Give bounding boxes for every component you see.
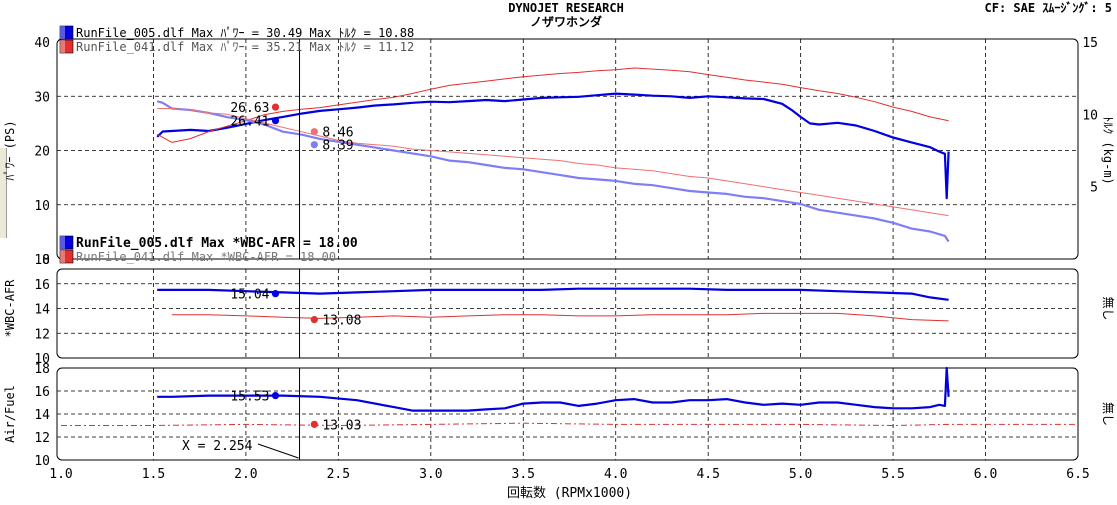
cursor-readout: X = 2.254 bbox=[182, 439, 253, 454]
cursor-value-marker bbox=[271, 392, 280, 400]
legend-swatch-shade bbox=[60, 236, 65, 249]
legend-swatch-shade bbox=[60, 250, 65, 263]
x-tick-label: 4.0 bbox=[604, 467, 627, 482]
legend-swatch bbox=[59, 249, 74, 264]
cursor-value-marker bbox=[271, 290, 280, 298]
y-tick-label: 10 bbox=[34, 199, 50, 214]
legend-swatch bbox=[59, 39, 74, 54]
cursor-value-marker bbox=[310, 420, 318, 428]
cursor-value-label: 26.63 bbox=[230, 101, 269, 116]
y2-tick-label: 10 bbox=[1082, 108, 1098, 123]
y-tick-label: 12 bbox=[34, 431, 50, 446]
y-tick-label: 12 bbox=[34, 327, 50, 342]
x-tick-label: 6.0 bbox=[974, 467, 997, 482]
y2-axis-label: 無し bbox=[1101, 402, 1116, 426]
y-tick-label: 18 bbox=[34, 362, 50, 377]
cursor-value-label: 13.08 bbox=[322, 314, 361, 329]
y2-axis-label: 無し bbox=[1101, 296, 1116, 320]
legend-swatch bbox=[59, 25, 74, 40]
cursor-value-marker bbox=[271, 103, 280, 111]
cf-smoothing-label: CF: SAE ｽﾑｰｼﾞﾝｸﾞ: 5 bbox=[985, 0, 1112, 15]
x-tick-label: 4.5 bbox=[696, 467, 719, 482]
air-fuel-series-line-1 bbox=[61, 422, 1078, 426]
afr-panel: 10 12 14 16 18 *WBC-AFR 無し 15.04 13.08 RunFile_00… bbox=[3, 235, 1116, 367]
legend-text: RunFile_005.dlf Max *WBC-AFR = 18.00 bbox=[76, 236, 358, 251]
cursor-value-label: 8.39 bbox=[322, 139, 353, 154]
y-tick-label: 10 bbox=[34, 352, 50, 367]
cursor-readout-leader bbox=[257, 443, 299, 459]
power-torque-frame bbox=[56, 38, 1079, 260]
afr-series-line-1 bbox=[171, 312, 949, 322]
cursor-value-marker bbox=[271, 117, 280, 125]
x-tick-label: 1.5 bbox=[142, 467, 165, 482]
x-tick-label: 2.0 bbox=[234, 467, 257, 482]
x-tick-label: 3.0 bbox=[419, 467, 442, 482]
air-fuel-panel: 10 12 14 16 18 Air/Fuel 無し 15.53 13.03 1.0 1.5 2.0 2… bbox=[3, 362, 1116, 501]
cursor-value-marker bbox=[310, 128, 318, 136]
cursor-value-marker bbox=[310, 316, 318, 324]
x-tick-label: 6.5 bbox=[1066, 467, 1089, 482]
cursor-value-label: 15.53 bbox=[230, 390, 269, 405]
y-tick-label: 14 bbox=[34, 303, 50, 318]
cursor-value-label: 13.03 bbox=[322, 418, 361, 433]
legend-swatch-fill bbox=[59, 25, 74, 40]
y-tick-label: 20 bbox=[34, 145, 50, 160]
cursor-value-marker bbox=[310, 141, 318, 149]
y-axis-label: ﾊﾟﾜｰ (PS) bbox=[3, 120, 17, 180]
y-tick-label: 14 bbox=[34, 408, 50, 423]
y-axis-label: Air/Fuel bbox=[3, 385, 17, 443]
y-tick-label: 0 bbox=[42, 253, 50, 268]
legend-text: RunFile_005.dlf Max ﾊﾟﾜｰ = 30.49 Max ﾄﾙｸ… bbox=[76, 26, 414, 40]
chart-subtitle: ノザワホンダ bbox=[530, 14, 602, 29]
legend-swatch-shade bbox=[60, 40, 65, 53]
y-tick-label: 30 bbox=[34, 90, 50, 105]
legend-swatch-fill bbox=[59, 39, 74, 54]
x-axis-label: 回転数 (RPMx1000) bbox=[507, 486, 632, 501]
y2-tick-label: 15 bbox=[1082, 36, 1098, 51]
y-tick-label: 10 bbox=[34, 454, 50, 469]
x-tick-label: 1.0 bbox=[49, 467, 72, 482]
cursor-value-label: 8.46 bbox=[322, 126, 353, 141]
chart-title: DYNOJET RESEARCH bbox=[508, 1, 624, 15]
x-tick-label: 2.5 bbox=[327, 467, 350, 482]
legend-text: RunFile_041.dlf Max *WBC-AFR = 18.00 bbox=[76, 250, 336, 264]
cursor-value-label: 15.04 bbox=[230, 288, 269, 303]
y-tick-label: 16 bbox=[34, 278, 50, 293]
power-torque-series-line-1 bbox=[156, 67, 949, 143]
y-tick-label: 16 bbox=[34, 385, 50, 400]
legend-swatch-fill bbox=[59, 235, 74, 250]
x-tick-label: 5.5 bbox=[881, 467, 904, 482]
power-torque-series-line-0 bbox=[156, 92, 950, 200]
y-axis-label: *WBC-AFR bbox=[3, 279, 17, 338]
side-panel-tab[interactable] bbox=[0, 148, 7, 238]
x-tick-label: 5.0 bbox=[789, 467, 812, 482]
x-tick-label: 3.5 bbox=[512, 467, 535, 482]
y2-axis-label: ﾄﾙｸ (kg-m) bbox=[1101, 116, 1115, 185]
cursor-value-label: 26.41 bbox=[230, 115, 269, 130]
afr-frame bbox=[56, 268, 1079, 359]
y-tick-label: 18 bbox=[34, 253, 50, 268]
power-torque-series-line-3 bbox=[157, 108, 949, 217]
y-tick-label: 40 bbox=[34, 36, 50, 51]
legend-swatch-fill bbox=[59, 249, 74, 264]
y2-tick-label: 5 bbox=[1090, 181, 1098, 196]
legend-text: RunFile_041.dlf Max ﾊﾟﾜｰ = 35.21 Max ﾄﾙｸ… bbox=[76, 40, 414, 54]
legend-swatch-shade bbox=[60, 26, 65, 39]
legend-swatch bbox=[59, 235, 74, 250]
power-torque-panel: 0 10 20 30 40 5 10 15 ﾊﾟﾜｰ (PS) ﾄﾙｸ (kg-m) 26.6326… bbox=[3, 25, 1115, 268]
power-torque-series-line-2 bbox=[156, 100, 950, 243]
air-fuel-series-line-0 bbox=[157, 366, 950, 412]
